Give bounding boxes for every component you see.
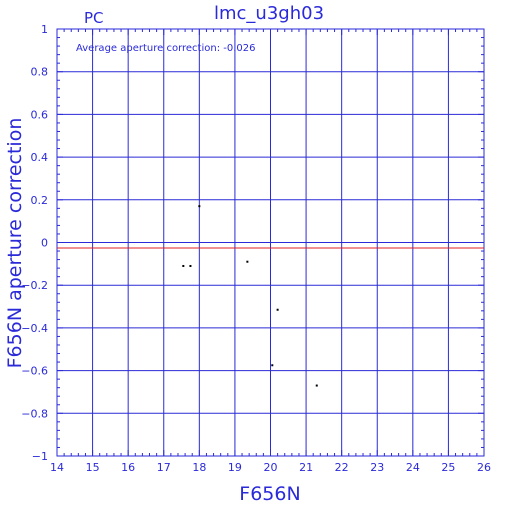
data-point	[276, 308, 279, 311]
data-point	[189, 264, 192, 267]
x-tick-label: 14	[50, 461, 64, 474]
data-point	[198, 205, 201, 208]
x-tick-label: 19	[228, 461, 242, 474]
x-tick-label: 25	[441, 461, 455, 474]
data-point	[315, 384, 318, 387]
x-tick-label: 22	[335, 461, 349, 474]
y-tick-label: 1	[41, 23, 48, 36]
y-tick-label: 0	[41, 237, 48, 250]
data-point	[182, 264, 185, 267]
x-tick-labels: 14 15 16 17 18 19 20 21 22 23 24 25 26	[50, 461, 491, 474]
x-tick-label: 18	[192, 461, 206, 474]
y-axis-label: F656N aperture correction	[4, 118, 26, 369]
y-tick-label: −1	[32, 450, 48, 463]
data-points	[182, 205, 318, 387]
y-tick-label: 0.4	[31, 151, 49, 164]
x-tick-label: 20	[264, 461, 278, 474]
data-point	[246, 260, 249, 263]
y-tick-label: 0.6	[31, 108, 49, 121]
x-tick-label: 21	[299, 461, 313, 474]
y-tick-label: 0.2	[31, 194, 49, 207]
x-tick-label: 23	[370, 461, 384, 474]
y-tick-label: −0.2	[21, 279, 48, 292]
x-tick-label: 16	[121, 461, 135, 474]
y-tick-label: −0.6	[21, 365, 48, 378]
y-tick-label: 0.8	[31, 66, 49, 79]
x-tick-label: 24	[406, 461, 420, 474]
y-tick-label: −0.8	[21, 407, 48, 420]
x-tick-label: 26	[477, 461, 491, 474]
x-tick-label: 15	[86, 461, 100, 474]
plot-frame	[56, 28, 485, 457]
x-tick-label: 17	[157, 461, 171, 474]
average-annotation: Average aperture correction: -0.026	[76, 43, 256, 54]
corner-label: PC	[84, 9, 104, 27]
y-tick-labels: −1 −0.8 −0.6 −0.4 −0.2 0 0.2 0.4 0.6 0.8 1	[21, 23, 48, 463]
data-point	[271, 364, 274, 367]
x-axis-label: F656N	[239, 483, 300, 505]
y-tick-label: −0.4	[21, 322, 48, 335]
chart-title: lmc_u3gh03	[214, 3, 324, 24]
